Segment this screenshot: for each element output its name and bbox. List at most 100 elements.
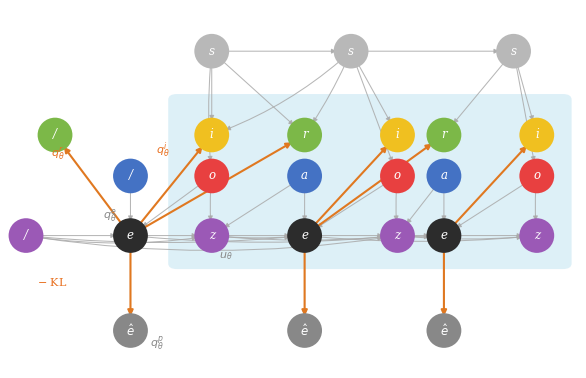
FancyArrowPatch shape	[210, 66, 214, 119]
Text: s: s	[510, 45, 517, 58]
FancyArrowPatch shape	[394, 191, 398, 220]
Ellipse shape	[496, 34, 531, 68]
FancyArrowPatch shape	[412, 234, 428, 237]
FancyArrowPatch shape	[65, 149, 122, 224]
Ellipse shape	[195, 34, 229, 68]
Text: r: r	[302, 129, 308, 141]
FancyArrowPatch shape	[226, 235, 289, 239]
Text: r: r	[441, 129, 447, 141]
Ellipse shape	[113, 218, 148, 253]
Text: $q^r_\theta$: $q^r_\theta$	[51, 146, 64, 162]
Text: z: z	[209, 229, 215, 242]
FancyArrowPatch shape	[315, 147, 386, 225]
FancyArrowPatch shape	[226, 49, 335, 53]
Text: $q^i_\theta$: $q^i_\theta$	[155, 140, 169, 160]
Text: e: e	[301, 229, 308, 242]
FancyArrowPatch shape	[302, 191, 306, 220]
Ellipse shape	[519, 218, 554, 253]
Text: $\hat{e}$: $\hat{e}$	[300, 322, 309, 339]
Ellipse shape	[380, 159, 415, 193]
FancyArrowPatch shape	[454, 147, 525, 225]
FancyArrowPatch shape	[208, 66, 212, 160]
Ellipse shape	[380, 118, 415, 152]
Text: $q^p_\theta$: $q^p_\theta$	[149, 335, 163, 353]
Ellipse shape	[519, 159, 554, 193]
Ellipse shape	[113, 159, 148, 193]
Text: o: o	[394, 169, 401, 183]
Text: $-$ KL: $-$ KL	[37, 276, 67, 288]
Text: a: a	[441, 169, 448, 183]
FancyArrowPatch shape	[318, 184, 385, 227]
FancyArrowPatch shape	[366, 49, 498, 53]
FancyArrowPatch shape	[40, 235, 289, 243]
FancyArrowPatch shape	[128, 250, 132, 314]
Text: e: e	[441, 229, 448, 242]
FancyArrowPatch shape	[516, 65, 535, 161]
FancyArrowPatch shape	[302, 250, 307, 314]
FancyArrowPatch shape	[316, 145, 430, 227]
Ellipse shape	[519, 118, 554, 152]
Text: z: z	[534, 229, 540, 242]
FancyArrowPatch shape	[40, 236, 196, 243]
FancyArrowPatch shape	[442, 191, 446, 220]
Text: z: z	[394, 229, 401, 242]
FancyArrowPatch shape	[442, 250, 446, 314]
FancyArrowPatch shape	[358, 64, 390, 121]
FancyArrowPatch shape	[128, 191, 132, 220]
Ellipse shape	[287, 159, 322, 193]
FancyArrowPatch shape	[412, 235, 428, 239]
Text: $u_\theta$: $u_\theta$	[219, 250, 233, 262]
Ellipse shape	[287, 118, 322, 152]
FancyArrowPatch shape	[226, 234, 289, 237]
Ellipse shape	[287, 218, 322, 253]
Text: i: i	[396, 129, 399, 141]
Text: a: a	[301, 169, 308, 183]
FancyArrowPatch shape	[517, 65, 533, 120]
Text: /: /	[24, 229, 28, 242]
Ellipse shape	[427, 159, 461, 193]
FancyArrowPatch shape	[442, 250, 446, 315]
FancyArrowPatch shape	[143, 184, 200, 226]
FancyArrowPatch shape	[226, 235, 382, 240]
Ellipse shape	[333, 34, 369, 68]
FancyArrowPatch shape	[319, 235, 521, 242]
Ellipse shape	[195, 159, 229, 193]
Ellipse shape	[38, 118, 73, 152]
FancyArrowPatch shape	[226, 61, 340, 130]
FancyArrowPatch shape	[223, 61, 293, 124]
Ellipse shape	[195, 118, 229, 152]
FancyArrowPatch shape	[454, 62, 504, 123]
FancyArrowPatch shape	[314, 65, 345, 122]
Text: /: /	[128, 169, 132, 183]
FancyArrowPatch shape	[145, 235, 382, 242]
FancyArrowPatch shape	[139, 148, 201, 224]
Ellipse shape	[287, 313, 322, 348]
Ellipse shape	[427, 313, 461, 348]
Text: i: i	[210, 129, 214, 141]
Text: s: s	[209, 45, 214, 58]
Text: $q^e_\theta$: $q^e_\theta$	[103, 206, 117, 223]
FancyArrowPatch shape	[458, 234, 521, 237]
Ellipse shape	[427, 218, 461, 253]
FancyArrowPatch shape	[209, 191, 212, 220]
FancyArrowPatch shape	[302, 250, 306, 315]
Text: s: s	[348, 45, 354, 58]
Ellipse shape	[427, 118, 461, 152]
FancyBboxPatch shape	[168, 94, 571, 269]
FancyArrowPatch shape	[319, 234, 381, 237]
FancyArrowPatch shape	[356, 65, 393, 161]
Text: $\hat{e}$: $\hat{e}$	[126, 322, 135, 339]
FancyArrowPatch shape	[412, 235, 521, 239]
Text: o: o	[533, 169, 540, 183]
Ellipse shape	[380, 218, 415, 253]
FancyArrowPatch shape	[128, 250, 132, 315]
FancyArrowPatch shape	[457, 184, 524, 227]
Text: e: e	[127, 229, 134, 242]
Text: i: i	[535, 129, 539, 141]
Text: $\hat{e}$: $\hat{e}$	[440, 322, 448, 339]
Text: o: o	[208, 169, 215, 183]
Ellipse shape	[113, 313, 148, 348]
Ellipse shape	[9, 218, 43, 253]
FancyArrowPatch shape	[225, 184, 292, 227]
Ellipse shape	[195, 218, 229, 253]
